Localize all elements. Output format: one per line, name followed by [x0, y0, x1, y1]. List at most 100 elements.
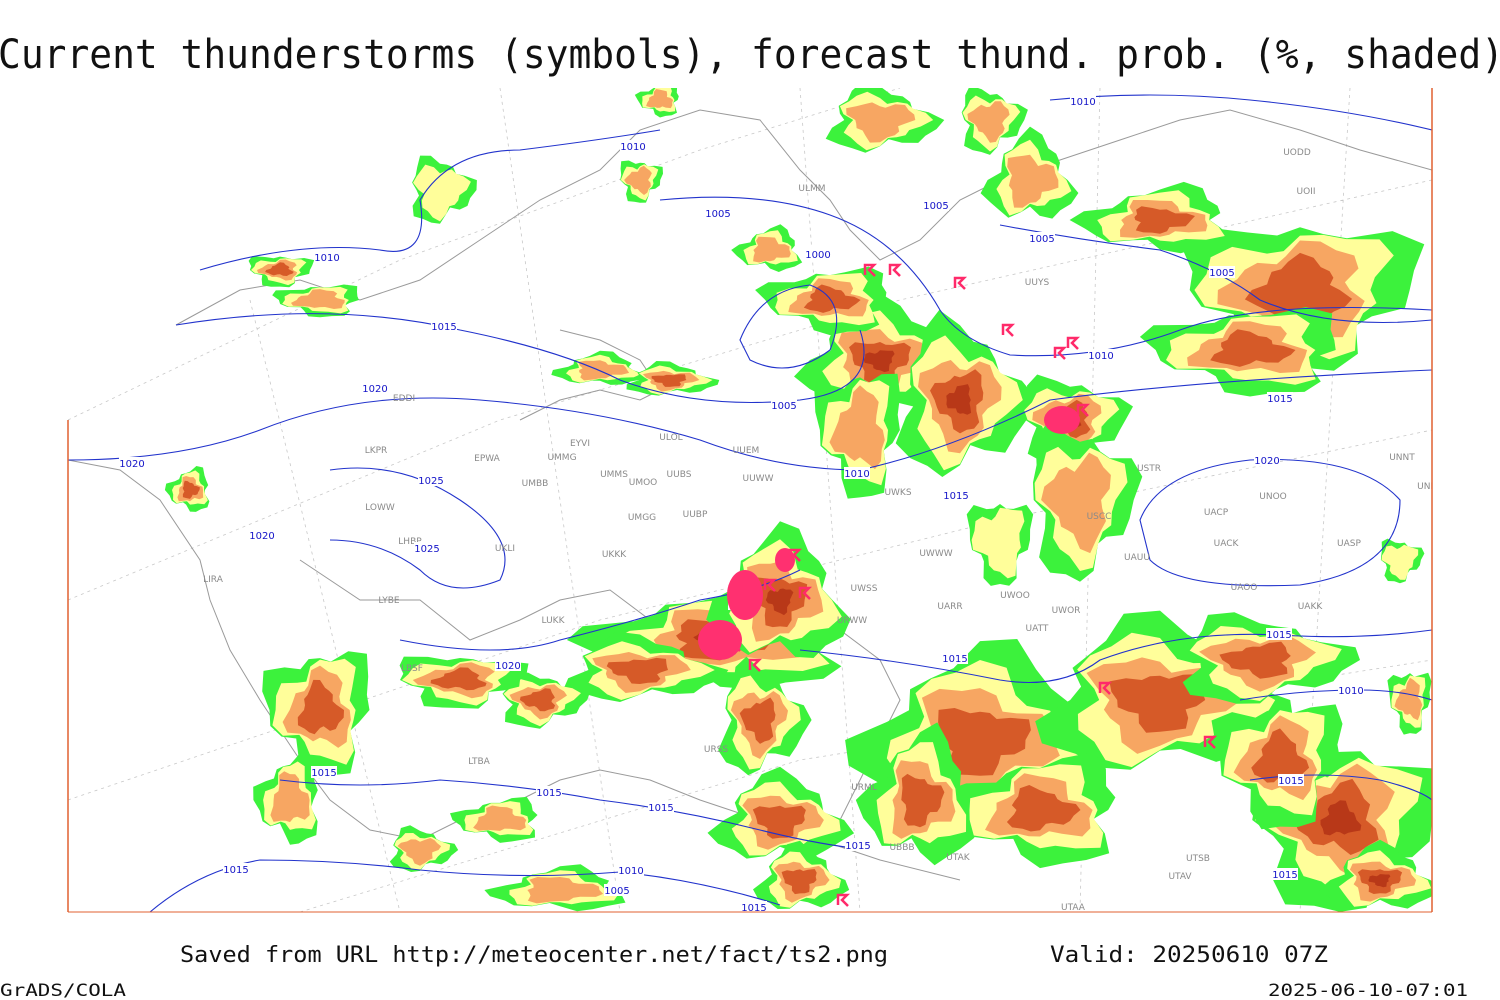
- title: Current thunderstorms (symbols), forecas…: [0, 32, 1500, 78]
- station-code: UUEM: [733, 446, 760, 456]
- isobar-label-bg: [1070, 95, 1096, 107]
- probability-area: [291, 289, 345, 309]
- isobar-label-bg: [923, 199, 949, 211]
- station-code: LKPR: [365, 446, 388, 456]
- isobar-label: 1015: [1278, 776, 1303, 787]
- station-code: LYBE: [378, 596, 399, 606]
- isobar-label-bg: [771, 399, 797, 411]
- isobar-label-bg: [249, 529, 275, 541]
- isobar-label: 1020: [495, 661, 520, 672]
- thunderstorm-symbol: [1066, 336, 1081, 350]
- probability-area: [578, 360, 630, 381]
- station-code: ULMM: [798, 184, 825, 194]
- isobar-label-bg: [1254, 454, 1280, 466]
- station-code: URSS: [704, 745, 729, 755]
- station-code: USTR: [1137, 464, 1161, 474]
- isobar-label-bg: [431, 320, 457, 332]
- station-code: UWOR: [1052, 606, 1081, 616]
- probability-area: [651, 374, 687, 387]
- isobar-label-bg: [311, 766, 337, 778]
- station-code: UMGG: [628, 513, 656, 523]
- isobar-label: 1010: [1088, 351, 1113, 362]
- isobar-label: 1025: [414, 544, 439, 555]
- station-code: EDDI: [393, 394, 415, 404]
- isobar-label-bg: [705, 207, 731, 219]
- probability-area: [519, 688, 556, 712]
- isobar-label-bg: [845, 839, 871, 851]
- station-code: UWWW: [919, 549, 952, 559]
- probability-area: [1007, 154, 1059, 208]
- station-code: LIRA: [203, 575, 224, 585]
- station-code: UWOO: [1000, 591, 1030, 601]
- isobar-label: 1015: [943, 491, 968, 502]
- station-code: USCC: [1087, 512, 1112, 522]
- isobar-label-bg: [418, 474, 444, 486]
- thunderstorm-symbol: [763, 578, 778, 592]
- probability-area: [863, 350, 895, 373]
- isobar-label-bg: [618, 864, 644, 876]
- thunderstorm-cluster: [775, 548, 795, 572]
- probability-area: [971, 507, 1025, 579]
- isobar-label-bg: [942, 652, 968, 664]
- station-code: UNNT: [1389, 453, 1415, 463]
- isobar-label: 1020: [119, 459, 144, 470]
- isobar-label-bg: [362, 382, 388, 394]
- station-code: UMBB: [522, 479, 549, 489]
- station-code: UMMG: [547, 453, 576, 463]
- isobar-label: 1010: [618, 866, 643, 877]
- station-code: UTAV: [1168, 872, 1192, 882]
- probability-area: [967, 101, 1010, 143]
- station-code: EYVI: [570, 439, 590, 449]
- thunderstorm-symbol: [1203, 735, 1218, 749]
- isobar-label: 1000: [805, 250, 830, 261]
- probability-area: [1109, 674, 1206, 733]
- isobar-label: 1005: [923, 201, 948, 212]
- probability-area: [1244, 252, 1353, 318]
- thunderstorm-probability-shading: [164, 88, 1432, 912]
- station-code: LHBP: [398, 537, 422, 547]
- isobar-label: 1005: [604, 886, 629, 897]
- isobar-label: 1015: [1266, 630, 1291, 641]
- thunderstorm-symbol: [953, 276, 968, 290]
- probability-area: [753, 236, 791, 263]
- isobar-label-bg: [604, 884, 630, 896]
- probability-area: [646, 89, 674, 109]
- isobar-label: 1020: [249, 531, 274, 542]
- station-code: UKLI: [495, 544, 515, 554]
- isobar-label: 1010: [844, 469, 869, 480]
- probability-area: [527, 877, 604, 904]
- isobar-label: 1005: [771, 401, 796, 412]
- probability-area: [413, 164, 471, 222]
- station-code: UTAA: [1061, 903, 1086, 913]
- thunderstorm-cluster: [727, 570, 763, 620]
- isobar-label: 1020: [362, 384, 387, 395]
- thunderstorm-symbol: [863, 263, 878, 277]
- isobar-label-bg: [648, 801, 674, 813]
- isobar-label: 1010: [1070, 97, 1095, 108]
- probability-area: [1381, 544, 1419, 580]
- station-code: UUWW: [743, 474, 774, 484]
- probability-area: [1320, 800, 1362, 836]
- thunderstorm-symbol: [748, 658, 763, 672]
- isobar-label-bg: [1209, 266, 1235, 278]
- station-code: UASP: [1337, 539, 1361, 549]
- station-code: LBSF: [401, 664, 423, 674]
- isobar-label: 1015: [1267, 394, 1292, 405]
- station-code: UAUU: [1124, 553, 1150, 563]
- isobar-label-bg: [1029, 232, 1055, 244]
- probability-area: [752, 805, 806, 839]
- isobar-label: 1010: [620, 142, 645, 153]
- station-code: EPWA: [474, 454, 501, 464]
- probability-area: [1210, 329, 1296, 367]
- station-code: URML: [851, 783, 877, 793]
- isobar-label: 1010: [314, 253, 339, 264]
- station-code: UTAK: [946, 853, 971, 863]
- isobar-label: 1005: [1029, 234, 1054, 245]
- thunderstorm-symbol: [798, 586, 813, 600]
- station-code: UMOO: [629, 478, 658, 488]
- isobar-label: 1015: [648, 803, 673, 814]
- station-code: LOWW: [365, 503, 395, 513]
- station-code: UOII: [1297, 187, 1316, 197]
- probability-area: [297, 679, 344, 735]
